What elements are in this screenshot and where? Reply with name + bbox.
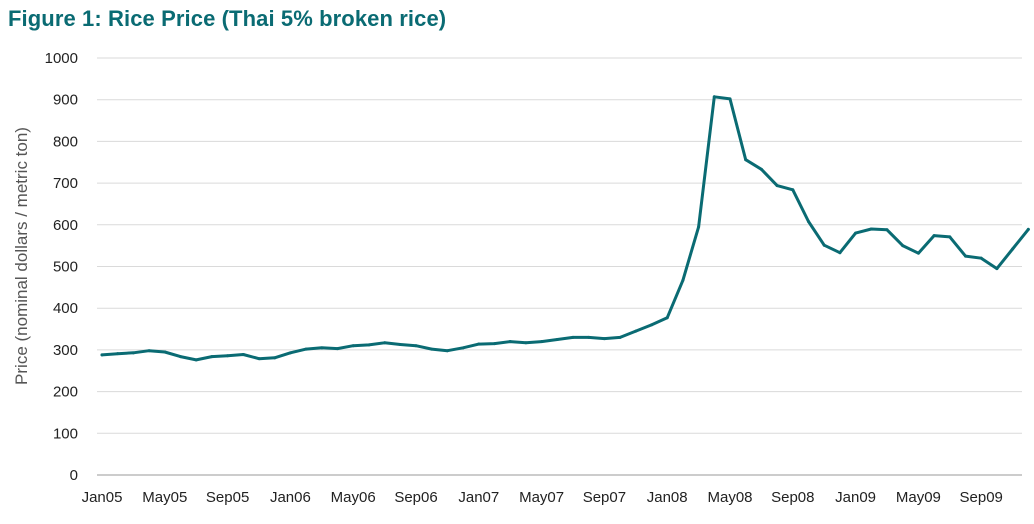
data-point: [665, 316, 669, 320]
y-tick-label: 700: [53, 175, 78, 192]
y-axis-label: Price (nominal dollars / metric ton): [12, 127, 31, 385]
data-point: [964, 254, 967, 258]
data-point: [916, 251, 920, 255]
data-point: [618, 335, 622, 339]
data-point: [822, 243, 826, 247]
data-point: [194, 358, 198, 362]
data-point: [791, 188, 795, 192]
data-point: [445, 349, 449, 353]
y-tick-label: 200: [53, 384, 78, 401]
data-point: [901, 244, 905, 248]
data-point: [131, 351, 135, 355]
data-point: [493, 342, 496, 346]
data-point: [147, 349, 151, 353]
data-point: [948, 235, 952, 239]
y-tick-label: 1000: [45, 50, 78, 67]
data-point: [414, 344, 418, 348]
data-point: [367, 343, 371, 347]
data-point: [461, 346, 465, 350]
data-point: [477, 342, 481, 346]
data-point: [273, 356, 277, 360]
data-point: [288, 351, 292, 355]
x-tick-label: Jan06: [270, 489, 311, 506]
data-point: [116, 352, 120, 356]
x-tick-label: May05: [142, 489, 187, 506]
x-tick-label: Sep07: [583, 489, 626, 506]
data-point: [508, 340, 512, 344]
data-point: [571, 335, 575, 339]
data-point: [854, 231, 858, 235]
x-tick-labels: Jan05 May05 Sep05 Jan06 May06 Sep06 Jan07 May07…: [82, 489, 1003, 506]
data-point: [257, 357, 261, 361]
x-tick-label: Sep06: [394, 489, 437, 506]
data-point: [524, 341, 528, 345]
x-tick-label: Sep09: [960, 489, 1003, 506]
data-point: [712, 95, 716, 99]
x-tick-label: Jan05: [82, 489, 123, 506]
data-point: [681, 278, 685, 282]
data-point: [979, 256, 983, 260]
chart-title: Figure 1: Rice Price (Thai 5% broken ric…: [8, 6, 447, 31]
data-point: [241, 352, 245, 356]
data-point: [634, 329, 638, 333]
x-tick-label: May08: [707, 489, 752, 506]
data-point: [869, 227, 873, 231]
x-tick-label: Jan09: [835, 489, 876, 506]
data-point: [728, 97, 732, 101]
data-point: [587, 335, 591, 339]
y-tick-label: 400: [53, 300, 78, 317]
series-rice-price: [100, 95, 1030, 362]
data-point: [430, 347, 434, 351]
y-tick-labels: 0 100 200 300 400 500 600 700 800 900 1000: [45, 50, 78, 484]
data-point: [100, 353, 104, 357]
data-point: [210, 355, 214, 359]
x-tick-label: Sep05: [206, 489, 249, 506]
x-tick-label: Jan08: [647, 489, 688, 506]
data-point: [1011, 247, 1015, 251]
x-tick-label: May06: [331, 489, 376, 506]
data-point: [744, 158, 748, 162]
data-point: [540, 340, 544, 344]
data-point: [1026, 227, 1030, 231]
data-point: [304, 347, 308, 351]
data-point: [838, 251, 842, 255]
data-point: [336, 347, 339, 351]
x-tick-label: May09: [896, 489, 941, 506]
data-point: [555, 337, 559, 341]
y-tick-label: 600: [53, 217, 78, 234]
data-point: [697, 225, 701, 229]
y-tick-label: 0: [70, 467, 78, 484]
data-point: [995, 267, 999, 271]
data-point: [383, 341, 387, 345]
y-tick-label: 100: [53, 425, 78, 442]
data-point: [885, 228, 889, 232]
data-point: [163, 350, 167, 354]
data-point: [650, 323, 653, 327]
data-point: [759, 167, 763, 171]
data-point: [602, 337, 606, 341]
data-point: [398, 342, 402, 346]
data-point: [775, 184, 779, 188]
data-point: [320, 346, 324, 350]
data-point: [179, 355, 182, 359]
y-tick-label: 800: [53, 133, 78, 150]
y-tick-label: 900: [53, 92, 78, 109]
data-point: [226, 354, 230, 358]
y-tick-label: 500: [53, 259, 78, 276]
x-tick-label: Jan07: [458, 489, 499, 506]
data-point: [932, 234, 936, 238]
x-tick-label: Sep08: [771, 489, 814, 506]
y-tick-label: 300: [53, 342, 78, 359]
x-tick-label: May07: [519, 489, 564, 506]
gridlines: [97, 57, 1022, 476]
data-point: [351, 344, 355, 348]
data-point: [807, 219, 810, 223]
series-line: [100, 95, 1030, 362]
